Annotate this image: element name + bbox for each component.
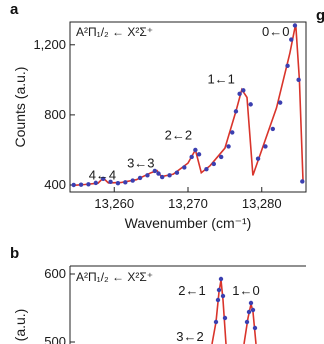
data-point	[263, 144, 268, 149]
data-point	[159, 174, 165, 180]
data-point	[277, 100, 283, 105]
data-point	[100, 176, 106, 182]
data-point	[123, 180, 128, 185]
data-point	[78, 182, 84, 187]
transition-label: 1←0	[232, 283, 259, 298]
data-point	[270, 126, 276, 132]
y-tick-label: 500	[44, 334, 66, 344]
data-point	[226, 144, 231, 149]
data-point	[93, 180, 99, 186]
transition-label: 3←3	[127, 155, 154, 170]
data-point	[189, 154, 194, 160]
data-point	[230, 130, 235, 135]
x-axis-label: Wavenumber (cm⁻¹)	[125, 215, 252, 231]
data-point	[292, 23, 298, 28]
data-point	[233, 109, 239, 114]
data-point	[222, 315, 228, 321]
data-point	[250, 307, 256, 313]
chart-title: A²Π₁/₂ ← X²Σ⁺	[76, 25, 153, 39]
data-point	[174, 170, 180, 175]
data-point	[182, 165, 187, 170]
data-point	[156, 171, 161, 176]
data-point	[248, 102, 253, 107]
data-point	[152, 168, 158, 174]
data-point	[130, 178, 135, 183]
data-point	[215, 297, 221, 303]
transition-label: 2←2	[165, 127, 192, 142]
data-point	[211, 161, 217, 167]
data-point	[71, 182, 76, 188]
data-point	[193, 147, 198, 153]
plot-frame	[69, 21, 307, 193]
data-point	[137, 175, 143, 181]
fit-line	[73, 23, 304, 187]
y-axis-label: Counts (a.u.)	[12, 67, 28, 148]
data-point	[218, 276, 224, 282]
x-tick-label: 13,260	[94, 196, 134, 211]
transition-label: 1←1	[207, 71, 234, 86]
panel-label-b: b	[10, 245, 19, 262]
data-point	[300, 179, 305, 184]
data-point	[244, 319, 250, 325]
panel-label-a: a	[10, 1, 19, 18]
x-tick-label: 13,270	[168, 196, 208, 211]
data-point	[241, 88, 246, 93]
data-point	[213, 319, 219, 325]
data-point	[86, 182, 91, 187]
plot-b: 600 500 (a.u.) A²Π₁/₂ ← X²Σ⁺ 2←1 1←0 3←2	[12, 265, 306, 344]
data-point	[145, 173, 150, 178]
data-point	[220, 293, 226, 299]
panel-label-next: g	[316, 7, 324, 24]
data-point	[108, 179, 113, 185]
transition-label: 0←0	[262, 24, 289, 39]
data-point	[115, 181, 121, 186]
data-point	[167, 173, 172, 178]
y-tick-label: 1,200	[33, 37, 66, 52]
data-point	[248, 300, 254, 306]
data-point	[218, 154, 224, 160]
data-point	[246, 309, 252, 315]
y-tick-label: 800	[44, 107, 66, 122]
y-tick-label: 400	[44, 177, 66, 192]
fit-line	[211, 279, 227, 344]
y-axis-label: (a.u.)	[12, 309, 28, 342]
data-point	[285, 63, 290, 69]
chart-title: A²Π₁/₂ ← X²Σ⁺	[76, 270, 153, 284]
transition-label: 2←1	[178, 283, 205, 298]
data-point	[216, 287, 222, 293]
data-point	[196, 152, 202, 157]
plot-a: 13,260 13,270 13,280 400 800 1,200 Wavenumber …	[12, 21, 307, 231]
data-point	[255, 156, 261, 161]
data-point	[296, 77, 301, 83]
data-point	[237, 91, 242, 97]
y-tick-label: 600	[44, 266, 66, 281]
data-point	[252, 325, 258, 331]
x-tick-label: 13,280	[242, 196, 282, 211]
transition-label: 3←2	[176, 329, 203, 344]
data-point	[289, 37, 294, 42]
transition-label: 4←4	[89, 168, 116, 183]
data-point	[204, 167, 209, 172]
